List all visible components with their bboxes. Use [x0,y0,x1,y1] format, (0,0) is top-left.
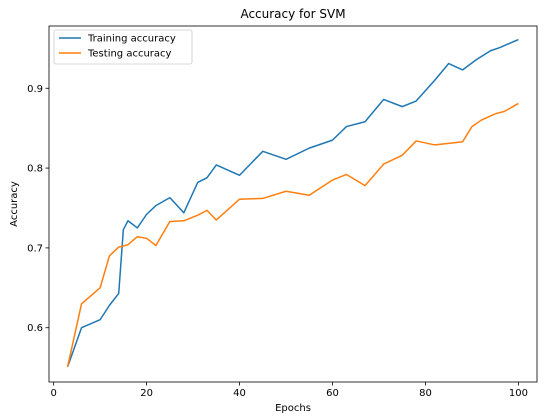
plot-area: 0 20 40 60 80 100 0.6 0.7 0.8 0.9 [27,25,538,399]
x-axis-title: Epochs [275,403,311,414]
training-accuracy-line [66,38,519,368]
x-tick-label: 20 [140,388,153,399]
legend-label-training: Training accuracy [87,34,176,45]
y-tick-label: 0.7 [27,243,43,254]
legend-box [53,29,193,65]
y-axis-title: Accuracy [9,181,20,227]
x-tick-label: 0 [50,388,56,399]
y-tick-label: 0.6 [27,323,43,334]
testing-accuracy-line [66,102,519,367]
chart-title: Accuracy for SVM [240,7,345,21]
y-tick-label: 0.8 [27,164,43,175]
x-tick-label: 100 [509,388,528,399]
y-tick-label: 0.9 [27,84,43,95]
series-layer [66,38,519,368]
plot-frame [48,25,538,383]
x-tick-label: 80 [419,388,432,399]
x-tick-label: 40 [233,388,246,399]
x-tick-label: 60 [326,388,339,399]
legend: Training accuracy Testing accuracy [53,29,193,65]
legend-label-testing: Testing accuracy [87,49,172,60]
ticks-layer: 0 20 40 60 80 100 0.6 0.7 0.8 0.9 [27,84,528,399]
